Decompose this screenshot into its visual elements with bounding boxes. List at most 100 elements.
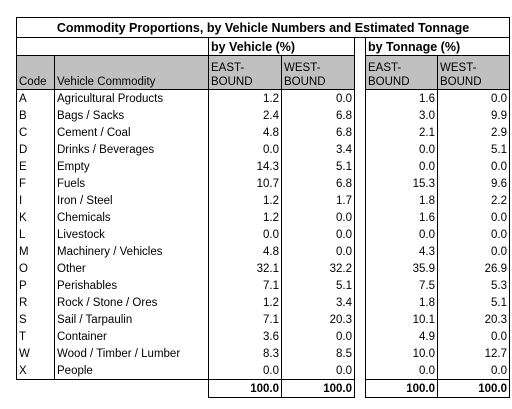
gap-cell	[354, 277, 366, 294]
total-vehicle-eastbound: 100.0	[208, 379, 282, 398]
row-commodity: Cement / Coal	[54, 124, 209, 141]
row-code: B	[16, 107, 55, 124]
group-by-tonnage: by Tonnage (%)	[365, 37, 510, 56]
row-vehicle-eastbound: 0.0	[208, 226, 282, 243]
row-commodity: Bags / Sacks	[54, 107, 209, 124]
row-tonnage-westbound: 0.0	[437, 209, 510, 226]
table-row: W Wood / Timber / Lumber 8.3 8.5 10.0 12.7	[16, 345, 510, 362]
row-vehicle-westbound: 32.2	[281, 260, 355, 277]
blank-header-cell	[16, 37, 209, 56]
table-row: I Iron / Steel 1.2 1.7 1.8 2.2	[16, 192, 510, 209]
row-vehicle-eastbound: 0.0	[208, 141, 282, 158]
row-vehicle-eastbound: 4.8	[208, 243, 282, 260]
row-vehicle-eastbound: 0.0	[208, 362, 282, 380]
row-vehicle-westbound: 0.0	[281, 328, 355, 345]
row-commodity: Drinks / Beverages	[54, 141, 209, 158]
table-row: P Perishables 7.1 5.1 7.5 5.3	[16, 277, 510, 294]
row-vehicle-westbound: 8.5	[281, 345, 355, 362]
row-tonnage-eastbound: 7.5	[365, 277, 438, 294]
row-vehicle-westbound: 1.7	[281, 192, 355, 209]
row-vehicle-eastbound: 1.2	[208, 294, 282, 311]
row-code: T	[16, 328, 55, 345]
total-tonnage-westbound: 100.0	[437, 379, 510, 398]
row-code: L	[16, 226, 55, 243]
row-tonnage-eastbound: 1.8	[365, 294, 438, 311]
gap-cell	[354, 37, 366, 56]
row-tonnage-eastbound: 0.0	[365, 362, 438, 380]
row-tonnage-eastbound: 0.0	[365, 226, 438, 243]
row-tonnage-westbound: 12.7	[437, 345, 510, 362]
table-title: Commodity Proportions, by Vehicle Number…	[16, 17, 510, 38]
row-commodity: Other	[54, 260, 209, 277]
row-commodity: Sail / Tarpaulin	[54, 311, 209, 328]
row-vehicle-eastbound: 14.3	[208, 158, 282, 175]
header-vehicle-eastbound: EAST- BOUND	[208, 55, 282, 90]
row-vehicle-westbound: 3.4	[281, 294, 355, 311]
row-code: D	[16, 141, 55, 158]
row-vehicle-eastbound: 1.2	[208, 192, 282, 209]
row-commodity: Wood / Timber / Lumber	[54, 345, 209, 362]
gap-cell	[354, 294, 366, 311]
row-tonnage-eastbound: 15.3	[365, 175, 438, 192]
row-tonnage-westbound: 0.0	[437, 328, 510, 345]
row-vehicle-eastbound: 32.1	[208, 260, 282, 277]
totals-row: 100.0 100.0 100.0 100.0	[17, 379, 510, 398]
gap-cell	[354, 192, 366, 209]
row-code: C	[16, 124, 55, 141]
row-vehicle-westbound: 3.4	[281, 141, 355, 158]
table-row: S Sail / Tarpaulin 7.1 20.3 10.1 20.3	[16, 311, 510, 328]
row-tonnage-westbound: 5.3	[437, 277, 510, 294]
row-vehicle-eastbound: 1.2	[208, 209, 282, 226]
row-vehicle-westbound: 0.0	[281, 209, 355, 226]
table-row: T Container 3.6 0.0 4.9 0.0	[16, 328, 510, 345]
row-commodity: Chemicals	[54, 209, 209, 226]
header-commodity: Vehicle Commodity	[54, 55, 209, 90]
group-by-vehicle: by Vehicle (%)	[208, 37, 355, 56]
row-commodity: Iron / Steel	[54, 192, 209, 209]
row-tonnage-westbound: 2.9	[437, 124, 510, 141]
row-tonnage-eastbound: 3.0	[365, 107, 438, 124]
row-tonnage-westbound: 0.0	[437, 226, 510, 243]
row-tonnage-westbound: 9.6	[437, 175, 510, 192]
gap-cell	[354, 328, 366, 345]
gap-cell	[354, 89, 366, 107]
row-tonnage-eastbound: 4.9	[365, 328, 438, 345]
row-vehicle-westbound: 0.0	[281, 226, 355, 243]
gap-cell	[354, 311, 366, 328]
row-tonnage-westbound: 0.0	[437, 243, 510, 260]
row-vehicle-westbound: 6.8	[281, 175, 355, 192]
row-tonnage-westbound: 2.2	[437, 192, 510, 209]
row-code: E	[16, 158, 55, 175]
row-vehicle-eastbound: 10.7	[208, 175, 282, 192]
row-tonnage-westbound: 5.1	[437, 294, 510, 311]
row-vehicle-westbound: 6.8	[281, 124, 355, 141]
table-row: L Livestock 0.0 0.0 0.0 0.0	[16, 226, 510, 243]
row-vehicle-westbound: 5.1	[281, 277, 355, 294]
table-row: X People 0.0 0.0 0.0 0.0	[16, 362, 510, 380]
row-vehicle-westbound: 0.0	[281, 362, 355, 380]
row-vehicle-eastbound: 2.4	[208, 107, 282, 124]
gap-cell	[354, 158, 366, 175]
table-row: F Fuels 10.7 6.8 15.3 9.6	[16, 175, 510, 192]
gap-cell	[354, 124, 366, 141]
row-code: X	[16, 362, 55, 380]
header-vehicle-westbound: WEST- BOUND	[281, 55, 355, 90]
row-code: F	[16, 175, 55, 192]
gap-cell	[354, 243, 366, 260]
row-tonnage-westbound: 0.0	[437, 89, 510, 107]
row-tonnage-eastbound: 4.3	[365, 243, 438, 260]
row-tonnage-eastbound: 1.6	[365, 89, 438, 107]
row-tonnage-eastbound: 1.8	[365, 192, 438, 209]
gap-cell	[354, 260, 366, 277]
row-vehicle-eastbound: 7.1	[208, 277, 282, 294]
row-code: I	[16, 192, 55, 209]
header-tonnage-eastbound: EAST- BOUND	[365, 55, 438, 90]
row-commodity: Container	[54, 328, 209, 345]
row-code: A	[16, 89, 55, 107]
row-tonnage-westbound: 9.9	[437, 107, 510, 124]
row-vehicle-eastbound: 7.1	[208, 311, 282, 328]
row-commodity: People	[54, 362, 209, 380]
row-tonnage-eastbound: 35.9	[365, 260, 438, 277]
table-row: B Bags / Sacks 2.4 6.8 3.0 9.9	[16, 107, 510, 124]
table-row: E Empty 14.3 5.1 0.0 0.0	[16, 158, 510, 175]
